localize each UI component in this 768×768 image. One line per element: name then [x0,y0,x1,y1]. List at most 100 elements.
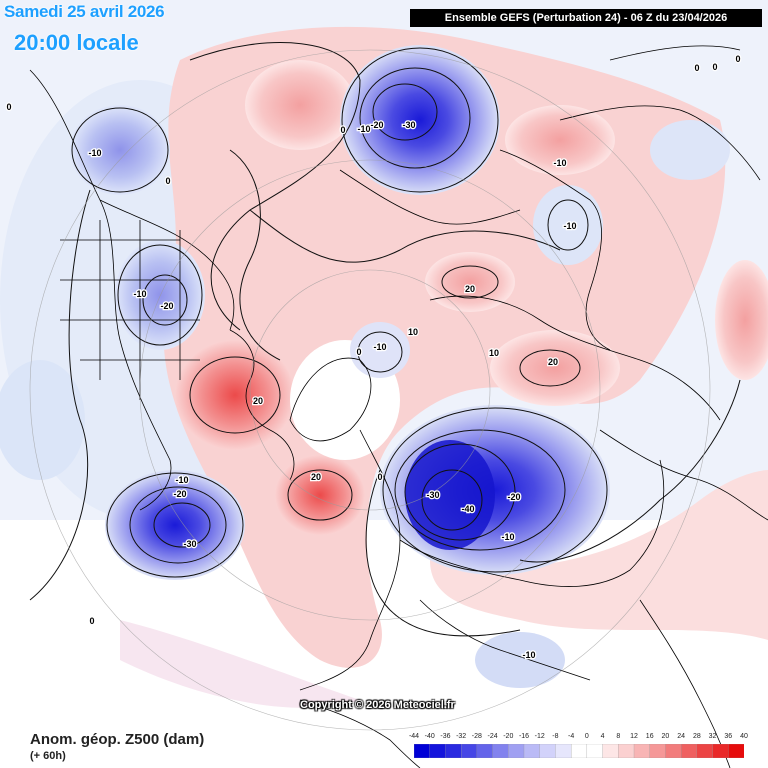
legend-swatch [508,744,525,758]
positive-core-atlantic [275,455,365,535]
label-pacific-neg10-halo: -10 [553,158,566,168]
legend-tick: -20 [503,733,514,740]
label-siberia-neg10-halo: -10 [357,124,370,134]
negative-siberia [340,45,500,195]
label-atlantic-neg20-halo: -20 [173,489,186,499]
legend-swatch [445,744,462,758]
label-atlantic-20-halo: 20 [311,472,321,482]
label-atlantic-20: 20 [311,472,321,482]
legend-tick: -8 [552,733,559,740]
legend-swatch [633,744,651,758]
legend-swatch [460,744,478,758]
forecast-local-time: 20:00 locale [14,30,139,55]
positive-southwest [120,620,360,708]
negative-china [533,185,603,265]
label-atlantic-neg20: -20 [173,489,186,499]
label-zero-f: 0 [712,62,717,72]
legend-tick: -32 [456,733,467,740]
label-europe-neg40: -40 [461,504,474,514]
legend-tick: 36 [724,733,733,740]
legend-tick: -16 [518,733,530,740]
label-greenland-20-halo: 20 [253,396,263,406]
legend-tick: 20 [661,733,670,740]
coastlines [29,45,768,768]
label-europe-neg30: -30 [426,490,439,500]
label-china-neg10: -10 [563,221,576,231]
label-zero-i: 0 [6,102,11,112]
label-alaska-neg10: -10 [88,148,101,158]
negative-pacific [650,120,730,180]
label-pole-10: 10 [408,327,418,337]
label-alaska-neg10-halo: -10 [88,148,101,158]
legend-swatch [618,744,635,758]
parameter-label: Anom. géop. Z500 (dam) [30,731,205,748]
label-zero-c: 0 [377,472,382,482]
label-zero-a: 0 [340,125,345,135]
legend-swatch [555,744,572,758]
label-siberia-neg30-halo: -30 [402,120,415,130]
label-zero-h-halo: 0 [89,616,94,626]
label-canada-neg10-halo: -10 [133,289,146,299]
label-zero-a-halo: 0 [340,125,345,135]
negative-africa [475,632,565,688]
legend-tick: -44 [408,733,420,740]
legend-swatch [696,744,714,758]
label-pole-neg10-halo: -10 [373,342,386,352]
negative-canada [115,240,205,350]
negative-west [0,360,85,480]
legend-swatch [570,744,588,758]
label-zero-f-halo: 0 [712,62,717,72]
label-europe-neg20: -20 [507,492,520,502]
legend-tick-labels: -44 -40 -36 -32 -28 -24 -20 -16 -12 -8 -4 0 4 8 12 16 20… [408,733,748,743]
label-canada-neg20: -20 [160,301,173,311]
legend-swatch [523,744,541,758]
legend-tick: 28 [692,733,701,740]
legend-swatch [539,744,556,758]
positive-core-siberia [505,105,615,175]
positive-east [430,470,768,640]
label-arctic-10-halo: 10 [489,348,499,358]
label-zero-h: 0 [89,616,94,626]
positive-core-arctic [425,252,515,312]
legend-tick: 12 [630,733,638,740]
legend-swatch [680,744,698,758]
label-atlantic-neg10: -10 [175,475,188,485]
legend-tick: 24 [677,733,686,740]
legend-swatch [586,744,604,758]
label-atlantic-neg30: -30 [183,539,196,549]
label-arctic-20-halo: 20 [465,284,475,294]
legend-tick: -24 [487,733,498,740]
legend-swatch [649,744,666,758]
label-greenland-20: 20 [253,396,263,406]
label-zero-d: 0 [356,347,361,357]
label-africa-neg10-halo: -10 [522,650,535,660]
latitude-circles [29,49,711,731]
label-siberia-neg10: -10 [357,124,370,134]
label-zero-b-halo: 0 [165,176,170,186]
positive-core-east [715,260,768,380]
legend-tick: -36 [440,733,451,740]
label-europe-neg30-halo: -30 [426,490,439,500]
negative-alaska [70,105,170,195]
legend-swatch [429,744,446,758]
legend-swatch [602,744,619,758]
label-pacific-neg10: -10 [553,158,566,168]
legend-swatch [476,744,494,758]
legend-tick: 16 [645,733,654,740]
label-zero-e: 0 [694,63,699,73]
label-zero-b: 0 [165,176,170,186]
label-africa-neg10: -10 [522,650,535,660]
negative-pole [350,322,410,378]
positive-core-pacific [245,60,355,150]
legend-tick: 0 [584,733,589,740]
legend-color-scale [414,744,744,758]
legend-swatch [712,744,729,758]
label-europe-neg10-halo: -10 [501,532,514,542]
legend-tick: -28 [471,733,482,740]
legend-tick: 8 [616,733,621,740]
legend-swatch [665,744,682,758]
label-siberia-neg20: -20 [370,120,383,130]
model-info-banner: Ensemble GEFS (Perturbation 24) - 06 Z d… [410,9,762,27]
legend-swatch [492,744,509,758]
